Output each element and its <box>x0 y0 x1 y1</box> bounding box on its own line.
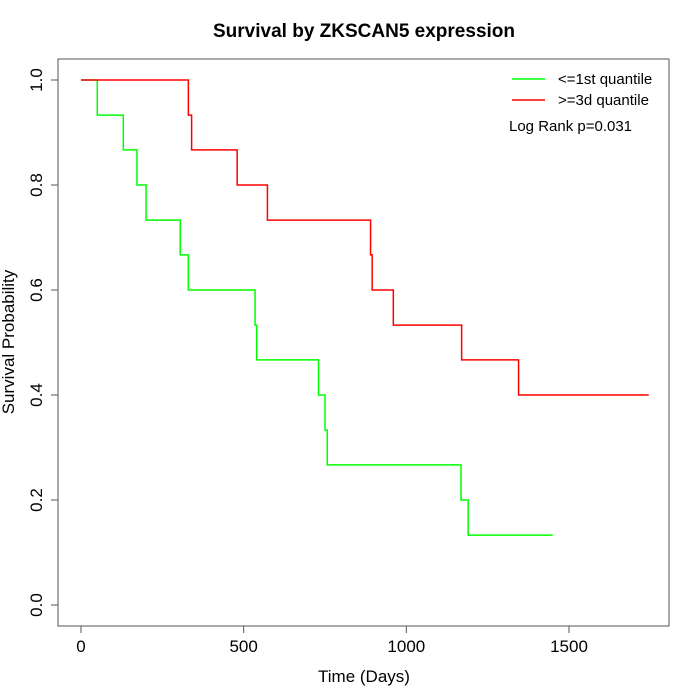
series-layer <box>81 79 649 536</box>
y-tick-label: 1.0 <box>27 68 46 92</box>
x-tick-label: 1000 <box>387 637 425 656</box>
y-tick-label: 0.4 <box>27 383 46 407</box>
x-axis: 0 500 1000 1500 <box>76 625 588 656</box>
x-tick-label: 1500 <box>550 637 588 656</box>
y-tick-label: 0.8 <box>27 173 46 197</box>
x-tick-label: 500 <box>229 637 257 656</box>
series-line-1 <box>81 79 553 536</box>
chart-title: Survival by ZKSCAN5 expression <box>213 21 515 42</box>
y-axis-label: Survival Probability <box>0 269 18 414</box>
y-axis: 0.0 0.2 0.4 0.6 0.8 1.0 <box>27 68 59 617</box>
y-tick-label: 0.0 <box>27 593 46 617</box>
x-tick-label: 0 <box>76 637 85 656</box>
x-axis-label: Time (Days) <box>318 667 410 686</box>
y-tick-label: 0.6 <box>27 278 46 302</box>
y-tick-label: 0.2 <box>27 488 46 512</box>
legend: <=1st quantile >=3d quantile <box>512 71 652 109</box>
log-rank-annotation: Log Rank p=0.031 <box>509 118 632 135</box>
series-line-2 <box>81 79 649 396</box>
legend-label-1: <=1st quantile <box>558 71 652 88</box>
legend-label-2: >=3d quantile <box>558 92 649 109</box>
